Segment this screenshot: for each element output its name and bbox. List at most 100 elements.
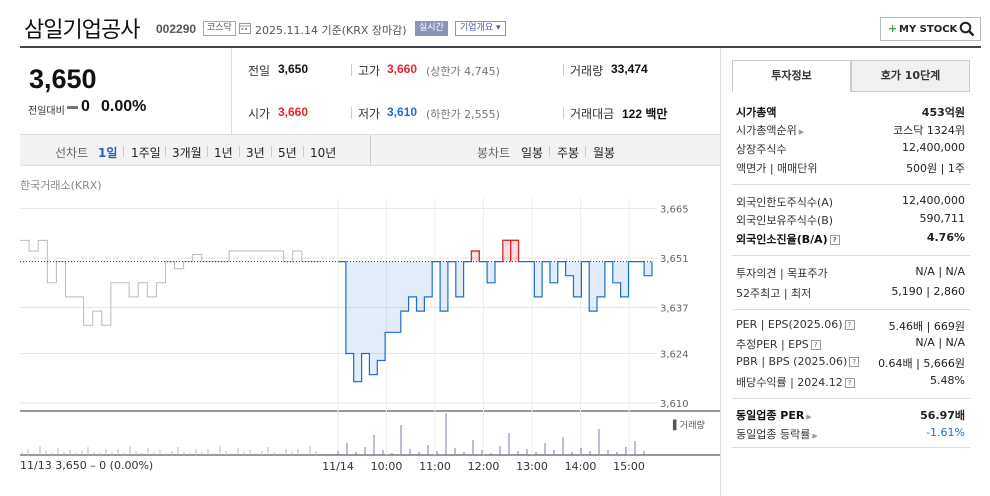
exchange-label: 한국거래소(KRX) <box>20 179 102 192</box>
change-label: 전일대비 <box>28 106 65 117</box>
candle-chart-label: 봉차트 <box>477 146 511 160</box>
per-label: PER | EPS(2025.06)? <box>736 318 855 331</box>
est-per-value: N/A | N/A <box>915 336 965 349</box>
header-divider <box>20 46 981 48</box>
par-row: 액면가 | 매매단위 500원 | 1주 <box>736 160 965 178</box>
calendar-icon <box>239 23 251 34</box>
candle-weekly[interactable]: 주봉 <box>557 146 580 160</box>
info-tabs: 투자정보 호가 10단계 <box>732 60 970 92</box>
period-divider <box>370 135 371 165</box>
x-tick-label: 11:00 <box>419 460 451 473</box>
par-value: 500원 | 1주 <box>906 162 965 175</box>
section-divider <box>732 255 970 256</box>
market-cap-value: 453억원 <box>921 106 965 119</box>
x-tick-label: 13:00 <box>516 460 548 473</box>
period-5y[interactable]: 5년 <box>278 146 297 160</box>
industry-change-value: -1.61% <box>926 426 965 439</box>
prev-day-footer: 11/13 3,650 – 0 (0.00%) <box>20 459 154 472</box>
industry-per-label[interactable]: 동일업종 PER ▶ <box>736 409 812 422</box>
panel-divider <box>720 48 721 496</box>
help-icon[interactable]: ? <box>849 357 860 367</box>
dividend-label: 배당수익률 | 2024.12? <box>736 374 855 390</box>
x-tick-label: 15:00 <box>613 460 645 473</box>
industry-per-row[interactable]: 동일업종 PER ▶ 56.97배 <box>736 407 965 425</box>
industry-change-row[interactable]: 동일업종 등락률 ▶ -1.61% <box>736 426 965 444</box>
pbr-row: PBR | BPS (2025.06)? 0.64배 | 5,666원 <box>736 355 965 373</box>
up-segment <box>510 239 520 262</box>
my-stock-button[interactable]: + MY STOCK <box>880 17 981 41</box>
open-label: 시가 <box>248 107 271 121</box>
par-label: 액면가 | 매매단위 <box>736 162 818 175</box>
caret-right-icon: ▶ <box>812 432 818 440</box>
opinion-row: 투자의견 | 목표주가 N/A | N/A <box>736 265 965 283</box>
candle-daily[interactable]: 일봉 <box>521 146 544 160</box>
market-cap-rank-label[interactable]: 시가총액순위 ▶ <box>736 124 805 137</box>
open-value: 3,660 <box>278 105 309 119</box>
section-divider <box>732 309 970 310</box>
dividend-value: 5.48% <box>930 374 965 387</box>
candle-monthly[interactable]: 월봉 <box>593 146 616 160</box>
week52-value: 5,190 | 2,860 <box>891 285 965 298</box>
foreign-limit-label: 외국인한도주식수(A) <box>736 196 834 209</box>
current-price: 3,650 <box>29 64 97 94</box>
high-label: 고가 <box>358 64 381 78</box>
period-1d[interactable]: 1일 <box>98 146 118 160</box>
date-basis-text: 2025.11.14 기준(KRX 장마감) <box>255 24 407 37</box>
no-change-icon <box>67 106 78 109</box>
period-3m[interactable]: 3개월 <box>172 146 202 160</box>
help-icon[interactable]: ? <box>844 378 855 388</box>
foreign-hold-label: 외국인보유주식수(B) <box>736 214 834 227</box>
up-segment <box>470 250 480 262</box>
industry-change-label[interactable]: 동일업종 등락률 ▶ <box>736 428 818 441</box>
help-icon[interactable]: ? <box>810 340 821 350</box>
today-line <box>338 239 653 383</box>
tab-order-book[interactable]: 호가 10단계 <box>851 60 970 92</box>
period-1y[interactable]: 1년 <box>214 146 233 160</box>
realtime-badge[interactable]: 실시간 <box>415 21 448 36</box>
industry-per-value: 56.97배 <box>920 409 965 422</box>
period-3y[interactable]: 3년 <box>246 146 265 160</box>
price-summary: 전일 3,650 고가 3,660 (상한가 4,745) 거래량 33,474… <box>233 48 720 134</box>
x-tick-label: 12:00 <box>468 460 500 473</box>
stock-code: 002290 <box>156 22 197 36</box>
foreign-ratio-row: 외국인소진율(B/A)? 4.76% <box>736 231 965 249</box>
change-value: 0 <box>81 98 90 115</box>
market-cap-rank-row[interactable]: 시가총액순위 ▶ 코스닥 1324위 <box>736 122 965 140</box>
volume-legend: ▌거래량 <box>673 421 705 431</box>
foreign-hold-value: 590,711 <box>919 212 966 225</box>
company-info-button[interactable]: 기업개요 ▾ <box>455 21 506 36</box>
help-icon[interactable]: ? <box>844 320 855 330</box>
search-icon[interactable] <box>959 21 975 37</box>
y-tick-label: 3,624 <box>660 349 689 360</box>
up-area <box>502 240 511 262</box>
trade-value-label: 거래대금 <box>570 107 615 121</box>
est-per-label: 추정PER | EPS? <box>736 336 821 352</box>
change-rate: 0.00% <box>101 98 147 115</box>
volume-value: 33,474 <box>611 62 648 76</box>
foreign-ratio-value: 4.76% <box>926 231 965 244</box>
prev-close-value: 3,650 <box>278 62 309 76</box>
intraday-chart[interactable]: 3,665 3,651 3,637 3,624 3,610 11/14 10:00 11:0… <box>20 190 720 480</box>
low-value: 3,610 <box>387 105 418 119</box>
up-area <box>471 251 480 262</box>
shares-label: 상장주식수 <box>736 143 787 156</box>
line-chart-label: 선차트 <box>55 146 89 160</box>
foreign-hold-row: 외국인보유주식수(B) 590,711 <box>736 212 965 230</box>
period-1w[interactable]: 1주일 <box>131 146 161 160</box>
prev-day-line <box>20 239 320 326</box>
per-value: 5.46배 | 669원 <box>888 320 965 333</box>
foreign-limit-row: 외국인한도주식수(A) 12,400,000 <box>736 194 965 212</box>
my-stock-label: MY STOCK <box>899 24 958 35</box>
prev-close-label: 전일 <box>248 64 271 78</box>
week52-label: 52주최고 | 최저 <box>736 287 812 300</box>
est-per-row: 추정PER | EPS? N/A | N/A <box>736 336 965 354</box>
period-10y[interactable]: 10년 <box>310 146 337 160</box>
plus-icon: + <box>888 22 898 35</box>
dividend-row: 배당수익률 | 2024.12? 5.48% <box>736 374 965 392</box>
y-tick-label: 3,610 <box>660 399 689 410</box>
help-icon[interactable]: ? <box>829 235 840 245</box>
shares-row: 상장주식수 12,400,000 <box>736 141 965 159</box>
tab-invest-info[interactable]: 투자정보 <box>732 60 851 92</box>
market-cap-rank-value: 코스닥 1324위 <box>893 124 965 137</box>
section-divider <box>732 447 970 448</box>
